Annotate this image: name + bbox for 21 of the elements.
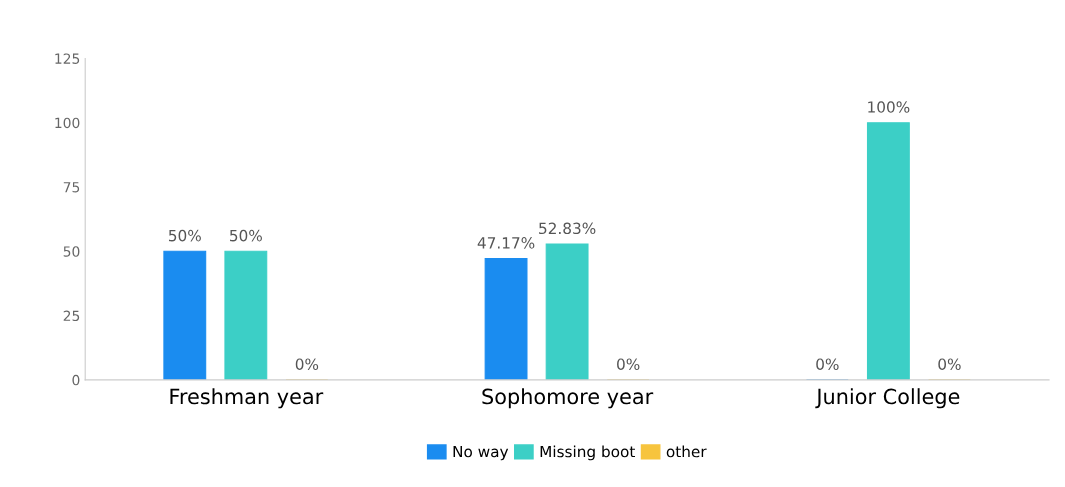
data-label: 0% — [938, 358, 961, 370]
data-label: 52.83% — [539, 222, 596, 235]
data-label: 0% — [617, 358, 640, 370]
data-label: 0% — [295, 358, 319, 370]
data-label: 47.17% — [477, 237, 535, 249]
y-tick-label: 25 — [63, 310, 80, 322]
data-label: 0% — [816, 358, 839, 370]
x-tick-label: Sophomore year — [482, 388, 654, 409]
y-tick-label: 100 — [55, 117, 80, 129]
legend-label: Missing boot — [540, 445, 635, 461]
data-label: 50% — [169, 229, 201, 242]
legend-label: other — [666, 445, 707, 458]
x-tick-label: Freshman year — [170, 388, 324, 409]
legend-label: No way — [453, 445, 509, 461]
data-label: 50% — [230, 229, 262, 242]
y-tick-label: 0 — [72, 374, 80, 386]
x-tick-label: Junior College — [815, 388, 960, 409]
data-label: 100% — [868, 101, 910, 113]
y-tick-label: 125 — [55, 53, 80, 64]
y-tick-label: 75 — [63, 182, 80, 193]
y-tick-label: 50 — [63, 246, 80, 257]
